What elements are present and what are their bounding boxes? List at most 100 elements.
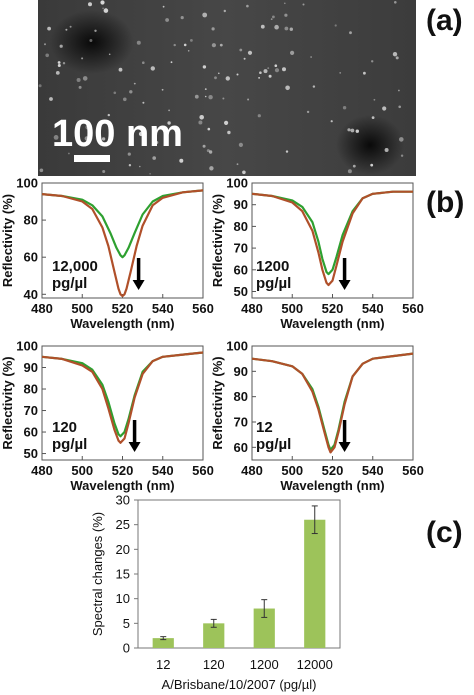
nanoparticle (149, 173, 151, 175)
nanoparticle (165, 18, 170, 22)
concentration-label: pg/µl (256, 436, 291, 453)
concentration-label: pg/µl (52, 275, 87, 292)
x-tick-label: 540 (152, 463, 174, 478)
nanoparticle (142, 101, 145, 104)
nanoparticle (78, 85, 82, 89)
nanoparticle (398, 89, 400, 92)
nanoparticle (384, 148, 389, 152)
nanoparticle (243, 57, 246, 60)
concentration-label: pg/µl (256, 275, 291, 292)
y-tick-label: 0 (123, 641, 130, 656)
nanoparticle (47, 26, 51, 31)
x-tick-label: 520 (112, 463, 134, 478)
nanoparticle (81, 57, 84, 60)
nanoparticle (260, 24, 265, 29)
series-line-after (41, 189, 204, 298)
nanoparticle (69, 25, 72, 28)
nanoparticle (398, 105, 402, 109)
nanoparticle (198, 120, 203, 125)
y-tick-label: 80 (234, 389, 248, 404)
nanoparticle (268, 74, 272, 78)
scale-bar (74, 155, 110, 162)
nanoparticle (167, 121, 171, 125)
nanoparticle (45, 53, 49, 58)
nanoparticle (211, 43, 216, 48)
nanoparticle (88, 2, 92, 7)
bar (152, 638, 174, 648)
x-tick-label: 540 (362, 301, 384, 316)
y-tick-label: 100 (226, 176, 248, 191)
nanoparticle (236, 73, 239, 76)
nanoparticle (223, 9, 226, 13)
nanoparticle (202, 65, 207, 69)
y-tick-label: 90 (234, 364, 248, 379)
nanoparticle (101, 137, 106, 141)
plot-frame (251, 345, 414, 461)
nanoparticle (225, 76, 230, 81)
nanoparticle (76, 78, 81, 82)
nanoparticle (55, 71, 60, 75)
nanoparticle (247, 50, 253, 55)
nanoparticle (246, 4, 249, 8)
y-tick-label: 70 (234, 241, 248, 256)
nanoparticle (103, 8, 109, 13)
y-tick-label: 40 (24, 287, 38, 302)
micrograph-dark-region (336, 115, 404, 175)
nanoparticle (392, 52, 398, 57)
nanoparticle (49, 97, 53, 101)
nanoparticle (218, 72, 220, 75)
charts-layer: 480 500 520 540 56040608010012,000pg/µlWavel… (0, 176, 424, 693)
nanoparticle (202, 12, 208, 18)
nanoparticle (290, 50, 295, 56)
nanoparticle (347, 169, 352, 174)
nanoparticle (302, 3, 305, 6)
nanoparticle (179, 158, 184, 163)
nanoparticle (373, 98, 376, 101)
nanoparticle (107, 113, 111, 117)
category-label: 120 (203, 657, 225, 672)
y-axis-label: Spectral changes (%) (90, 512, 105, 636)
x-tick-label: 520 (112, 301, 134, 316)
chart-c: 0 5 10 15 20 25 30 12 120 1200 12000 A/Brisbane/10/… (90, 493, 341, 692)
y-tick-label: 15 (116, 567, 130, 582)
nanoparticle (242, 170, 246, 175)
nanoparticle (334, 24, 337, 27)
nanoparticle (272, 15, 275, 19)
category-label: 12000 (297, 657, 333, 672)
nanoparticle (236, 163, 239, 166)
x-axis-label: Wavelength (nm) (280, 478, 384, 493)
y-tick-label: 70 (24, 403, 38, 418)
concentration-label: 1200 (256, 258, 289, 275)
nanoparticle (312, 85, 316, 88)
nanoparticle (123, 97, 127, 102)
concentration-label: pg/µl (52, 436, 87, 453)
nanoparticle (194, 94, 199, 99)
x-tick-label: 520 (322, 463, 344, 478)
nanoparticle (161, 88, 164, 91)
nanoparticle (310, 56, 312, 58)
nanoparticle (214, 76, 217, 80)
y-tick-label: 20 (116, 542, 130, 557)
nanoparticle (399, 137, 404, 142)
nanoparticle (208, 95, 213, 100)
nanoparticle (113, 91, 117, 95)
x-axis-label: A/Brisbane/10/2007 (pg/µl) (162, 677, 317, 692)
micrograph-panel: 100 nm (38, 0, 416, 176)
shift-arrow-head (132, 280, 145, 290)
nanoparticle (139, 165, 141, 168)
nanoparticle (371, 60, 374, 63)
nanoparticle (62, 62, 66, 65)
y-tick-label: 70 (234, 415, 248, 430)
bar (203, 623, 225, 648)
nanoparticle (44, 43, 46, 46)
y-tick-label: 10 (116, 591, 130, 606)
x-tick-label: 500 (71, 463, 93, 478)
nanoparticle (371, 116, 375, 119)
shift-arrow-head (338, 280, 351, 290)
nanoparticle (118, 67, 123, 72)
nanoparticle (394, 1, 397, 4)
y-tick-label: 100 (16, 176, 38, 191)
nanoparticle (350, 128, 355, 133)
y-tick-label: 90 (234, 197, 248, 212)
